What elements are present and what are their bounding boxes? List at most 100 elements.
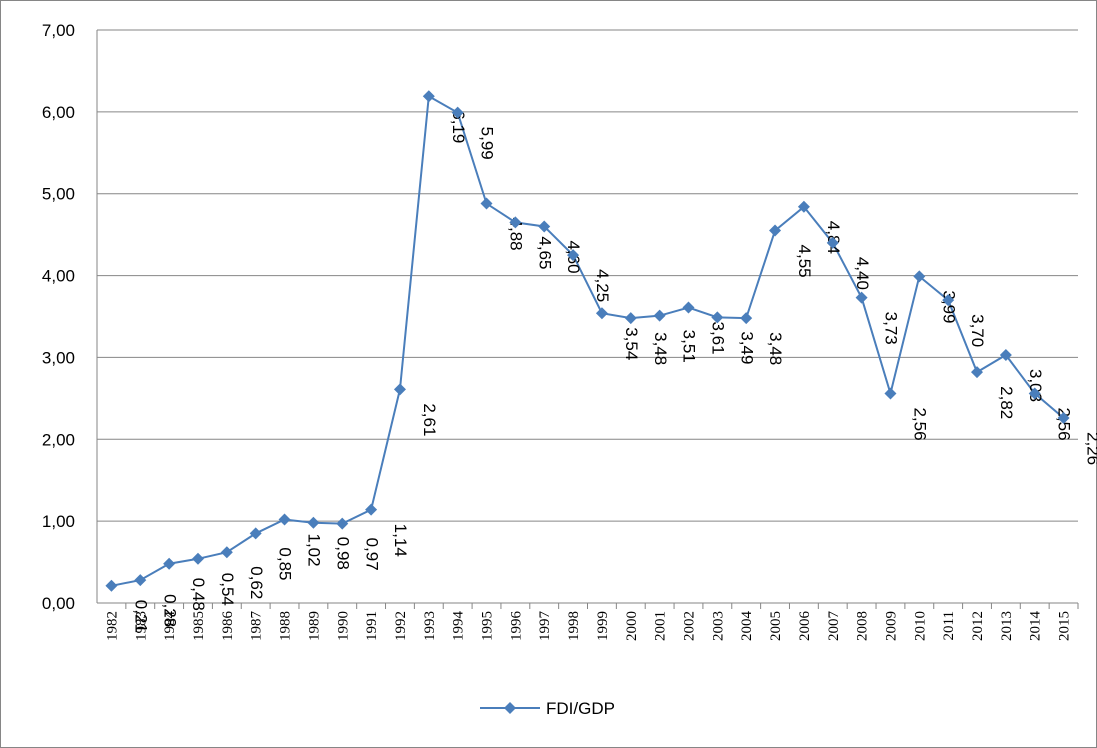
data-point xyxy=(1028,387,1041,400)
data-point xyxy=(220,546,233,559)
data-label: 4,25 xyxy=(593,269,612,302)
x-tick-label: 1988 xyxy=(278,611,294,641)
x-tick-label: 1994 xyxy=(451,611,467,642)
x-tick-label: 1990 xyxy=(335,611,351,641)
y-tick-label: 4,00 xyxy=(42,267,75,286)
x-tick-label: 1985 xyxy=(191,611,207,641)
series-line xyxy=(111,94,1065,587)
data-point xyxy=(307,516,320,529)
x-tick-label: 1996 xyxy=(508,611,524,642)
data-point xyxy=(999,348,1012,361)
x-tick-label: 2014 xyxy=(1028,611,1044,642)
x-tick-label: 2015 xyxy=(1057,611,1073,641)
data-label: 3,49 xyxy=(737,331,756,364)
data-point xyxy=(422,90,435,103)
data-label: 4,65 xyxy=(535,236,554,269)
data-label: 0,98 xyxy=(333,537,352,570)
data-point xyxy=(191,552,204,565)
y-tick-label: 6,00 xyxy=(42,103,75,122)
x-tick-label: 1982 xyxy=(104,611,120,641)
x-tick-label: 1997 xyxy=(537,611,553,642)
data-point xyxy=(249,527,262,540)
y-tick-label: 3,00 xyxy=(42,348,75,367)
data-point xyxy=(163,557,176,570)
data-label: 0,48 xyxy=(189,578,208,611)
data-point xyxy=(971,366,984,379)
data-label: 3,61 xyxy=(708,321,727,354)
x-tick-label: 2006 xyxy=(797,611,813,642)
x-tick-label: 1989 xyxy=(306,611,322,641)
data-label: 2,56 xyxy=(910,407,929,440)
x-tick-label: 1986 xyxy=(220,611,236,642)
data-label: 5,99 xyxy=(478,127,497,160)
data-point xyxy=(740,312,753,325)
x-tick-label: 1995 xyxy=(480,611,496,641)
x-tick-label: 1992 xyxy=(393,611,409,641)
data-point xyxy=(480,197,493,210)
x-tick-label: 1991 xyxy=(364,611,380,641)
data-point xyxy=(365,503,378,516)
data-point xyxy=(624,312,637,325)
y-tick-label: 1,00 xyxy=(42,512,75,531)
data-label: 3,48 xyxy=(651,332,670,365)
data-label: 2,26 xyxy=(1084,432,1097,465)
y-tick-label: 2,00 xyxy=(42,430,75,449)
data-label: 1,14 xyxy=(391,524,410,557)
data-point xyxy=(105,579,118,592)
data-point xyxy=(595,307,608,320)
data-label: 3,51 xyxy=(680,330,699,363)
x-tick-label: 1998 xyxy=(566,611,582,641)
data-label: 0,97 xyxy=(362,538,381,571)
data-point xyxy=(711,311,724,324)
data-point xyxy=(769,224,782,237)
data-label: 4,40 xyxy=(853,257,872,290)
data-label: 1,02 xyxy=(305,534,324,567)
data-point xyxy=(393,383,406,396)
x-tick-label: 1999 xyxy=(595,611,611,641)
x-tick-label: 2010 xyxy=(912,611,928,641)
x-tick-label: 2009 xyxy=(883,611,899,641)
data-label: 3,70 xyxy=(968,314,987,347)
data-point xyxy=(826,236,839,249)
x-tick-label: 2001 xyxy=(653,611,669,641)
data-label: 0,62 xyxy=(247,566,266,599)
data-point xyxy=(567,249,580,262)
data-point xyxy=(1057,412,1070,425)
y-tick-label: 5,00 xyxy=(42,185,75,204)
x-tick-label: 2013 xyxy=(999,611,1015,641)
data-point xyxy=(797,200,810,213)
x-tick-label: 1984 xyxy=(162,611,178,642)
x-tick-label: 1987 xyxy=(249,611,265,642)
data-point xyxy=(682,301,695,314)
data-label: 6,19 xyxy=(449,110,468,143)
data-point xyxy=(913,270,926,283)
x-tick-label: 2003 xyxy=(710,611,726,641)
x-tick-label: 1983 xyxy=(133,611,149,641)
data-point xyxy=(653,309,666,322)
data-point xyxy=(884,387,897,400)
data-point xyxy=(278,513,291,526)
x-tick-label: 2012 xyxy=(970,611,986,641)
data-label: 2,82 xyxy=(997,386,1016,419)
data-label: 0,85 xyxy=(276,547,295,580)
x-tick-label: 1993 xyxy=(422,611,438,641)
data-label: 2,56 xyxy=(1055,407,1074,440)
x-tick-label: 2007 xyxy=(826,611,842,642)
legend-marker xyxy=(504,702,516,714)
data-label: 4,55 xyxy=(795,245,814,278)
x-tick-label: 2000 xyxy=(624,611,640,641)
y-tick-label: 0,00 xyxy=(42,594,75,613)
x-tick-label: 2008 xyxy=(855,611,871,641)
data-label: 0,54 xyxy=(218,573,237,606)
data-point xyxy=(134,574,147,587)
y-tick-label: 7,00 xyxy=(42,21,75,40)
data-label: 3,73 xyxy=(882,312,901,345)
data-point xyxy=(336,517,349,530)
legend-label: FDI/GDP xyxy=(546,699,615,718)
data-label: 4,84 xyxy=(824,221,843,254)
data-label: 2,61 xyxy=(420,403,439,436)
data-label: 3,54 xyxy=(622,327,641,360)
data-point xyxy=(855,291,868,304)
